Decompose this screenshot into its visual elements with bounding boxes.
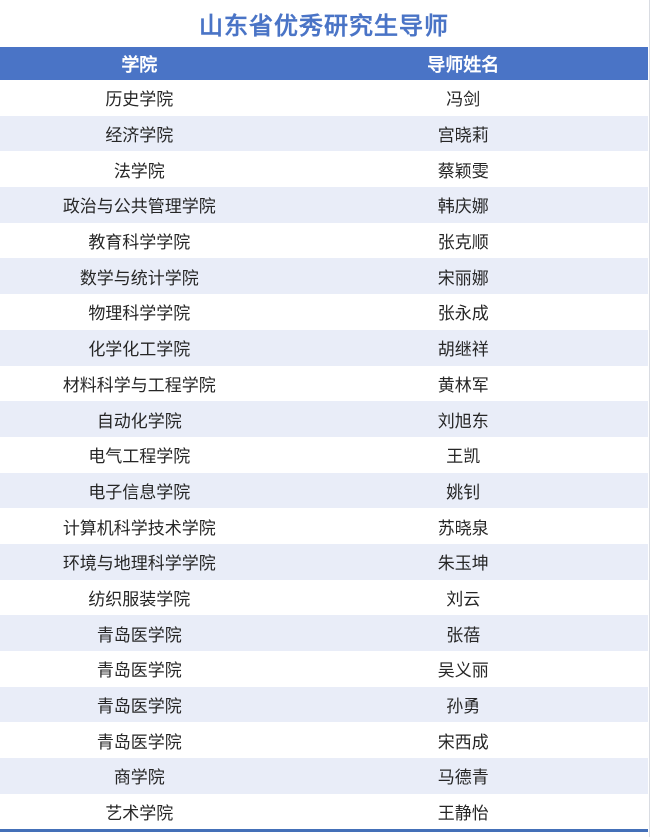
table-row: 经济学院 宫晓莉 (0, 115, 648, 152)
supervisor-name-cell: 张永成 (437, 304, 489, 324)
college-cell: 计算机科学技术学院 (62, 518, 216, 538)
table-row: 商学院 马德青 (0, 758, 648, 794)
college-cell: 材料科学与工程学院 (62, 375, 216, 395)
supervisor-name-cell: 朱玉坤 (437, 554, 489, 574)
table-row: 法学院 蔡颖雯 (0, 151, 648, 188)
table-row: 数学与统计学院 宋丽娜 (0, 258, 648, 295)
table-row: 青岛医学院 吴义丽 (0, 651, 648, 687)
window-right-edge-line (649, 0, 650, 837)
supervisor-name-cell: 苏晓泉 (437, 518, 489, 538)
supervisor-name-cell: 刘旭东 (437, 411, 489, 431)
table-row: 艺术学院 王静怡 (0, 793, 648, 830)
college-cell: 青岛医学院 (96, 697, 182, 717)
college-cell: 电气工程学院 (88, 447, 191, 467)
table-row: 纺织服装学院 刘云 (0, 579, 648, 616)
college-cell: 物理科学学院 (88, 304, 191, 324)
supervisor-name-cell: 王静怡 (437, 804, 489, 824)
supervisor-name-cell: 宋丽娜 (437, 268, 489, 288)
table-row: 环境与地理科学学院 朱玉坤 (0, 543, 648, 580)
table-row: 自动化学院 刘旭东 (0, 401, 648, 437)
table-row: 电子信息学院 姚钊 (0, 472, 648, 509)
supervisor-name-cell: 胡继祥 (437, 340, 489, 360)
college-cell: 历史学院 (105, 90, 174, 110)
supervisor-name-cell: 姚钊 (446, 482, 481, 502)
column-header-college: 学院 (121, 54, 158, 75)
college-cell: 经济学院 (105, 126, 174, 146)
table-row: 物理科学学院 张永成 (0, 294, 648, 330)
college-cell: 政治与公共管理学院 (62, 197, 216, 217)
table-row: 教育科学学院 张克顺 (0, 222, 648, 259)
table-row: 政治与公共管理学院 韩庆娜 (0, 187, 648, 223)
college-cell: 青岛医学院 (96, 625, 182, 645)
column-header-supervisor-name: 导师姓名 (427, 54, 500, 75)
table-row: 青岛医学院 张蓓 (0, 615, 648, 651)
supervisor-name-cell: 宫晓莉 (437, 126, 489, 146)
supervisor-name-cell: 孙勇 (446, 697, 481, 717)
table-row: 青岛医学院 孙勇 (0, 686, 648, 723)
supervisor-name-cell: 马德青 (437, 768, 489, 788)
table-row: 历史学院 冯剑 (0, 80, 648, 116)
page-title: 山东省优秀研究生导师 (199, 13, 449, 40)
supervisor-name-cell: 蔡颖雯 (437, 161, 489, 181)
supervisor-name-cell: 王凯 (446, 447, 481, 467)
table-row: 材料科学与工程学院 黄林军 (0, 365, 648, 402)
table-body: 历史学院 冯剑 经济学院 宫晓莉 法学院 蔡颖雯 政治与公共管理学院 韩庆娜 教… (0, 80, 648, 830)
college-cell: 电子信息学院 (88, 482, 191, 502)
supervisor-name-cell: 吴义丽 (437, 661, 489, 681)
table-row: 化学化工学院 胡继祥 (0, 329, 648, 366)
table-row: 计算机科学技术学院 苏晓泉 (0, 508, 648, 544)
supervisor-name-cell: 刘云 (446, 589, 481, 609)
table-row: 电气工程学院 王凯 (0, 436, 648, 473)
supervisor-name-cell: 宋西成 (437, 732, 489, 752)
supervisor-name-cell: 韩庆娜 (437, 197, 489, 217)
supervisor-name-cell: 黄林军 (437, 375, 489, 395)
college-cell: 青岛医学院 (96, 661, 182, 681)
college-cell: 教育科学学院 (88, 233, 191, 253)
college-cell: 数学与统计学院 (79, 268, 199, 288)
supervisor-name-cell: 张克顺 (437, 233, 489, 253)
college-cell: 法学院 (113, 161, 165, 181)
college-cell: 艺术学院 (105, 804, 174, 824)
table-row: 青岛医学院 宋西成 (0, 722, 648, 759)
supervisor-name-cell: 张蓓 (446, 625, 481, 645)
college-cell: 环境与地理科学学院 (62, 554, 216, 574)
supervisor-name-cell: 冯剑 (446, 90, 481, 110)
table-header-row: 学院 导师姓名 (0, 47, 648, 80)
college-cell: 青岛医学院 (96, 732, 182, 752)
college-cell: 化学化工学院 (88, 340, 191, 360)
college-cell: 商学院 (113, 768, 165, 788)
college-cell: 纺织服装学院 (88, 589, 191, 609)
college-cell: 自动化学院 (96, 411, 182, 431)
supervisors-table: 学院 导师姓名 历史学院 冯剑 经济学院 宫晓莉 法学院 蔡颖雯 政治与公共管理… (0, 47, 648, 833)
